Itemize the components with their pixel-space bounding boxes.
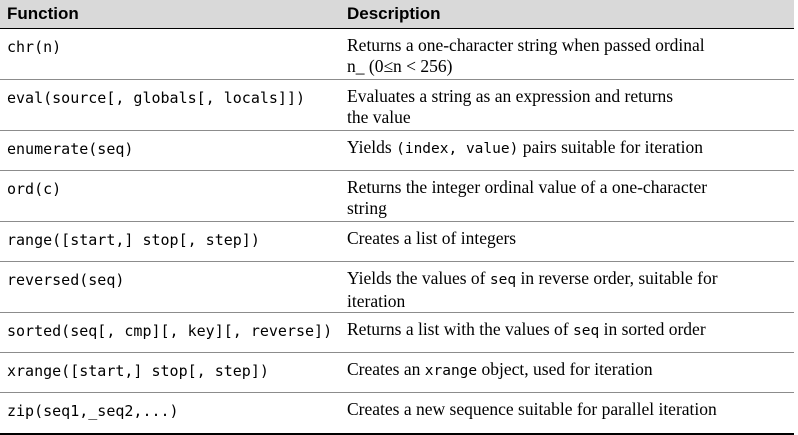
description-line: Returns a one-character string when pass… xyxy=(347,35,705,55)
function-cell: eval(source[, globals[, locals]]) xyxy=(0,79,338,131)
table-row: ord(c) Returns the integer ordinal value… xyxy=(0,170,794,222)
description-cell: Evaluates a string as an expression and … xyxy=(338,79,794,131)
description-line: Returns a list with the values of seq in… xyxy=(347,319,786,342)
description-line: Creates an xrange object, used for itera… xyxy=(347,359,786,382)
description-cell: Returns the integer ordinal value of a o… xyxy=(338,170,794,222)
function-column-header: Function xyxy=(0,0,338,29)
table-row: sorted(seq[, cmp][, key][, reverse]) Ret… xyxy=(0,312,794,353)
description-line: n_ (0≤n < 256) xyxy=(347,56,453,76)
description-cell: Yields (index, value) pairs suitable for… xyxy=(338,130,794,171)
table-row: range([start,] stop[, step]) Creates a l… xyxy=(0,221,794,262)
function-cell: xrange([start,] stop[, step]) xyxy=(0,352,338,393)
table-row: reversed(seq) Yields the values of seq i… xyxy=(0,261,794,313)
description-cell: Creates an xrange object, used for itera… xyxy=(338,352,794,393)
description-text: in reverse order, suitable for xyxy=(516,268,718,288)
description-cell: Returns a list with the values of seq in… xyxy=(338,312,794,353)
table-row: chr(n) Returns a one-character string wh… xyxy=(0,28,794,80)
table-row: eval(source[, globals[, locals]]) Evalua… xyxy=(0,79,794,131)
description-text: Yields xyxy=(347,137,397,157)
description-line: the value xyxy=(347,107,411,127)
function-cell: zip(seq1,_seq2,...) xyxy=(0,392,338,435)
description-column-header: Description xyxy=(338,0,794,29)
description-text: Yields the values of xyxy=(347,268,490,288)
description-cell: Yields the values of seq in reverse orde… xyxy=(338,261,794,313)
description-cell: Creates a new sequence suitable for para… xyxy=(338,392,794,435)
inline-code: xrange xyxy=(424,363,478,379)
description-text: pairs suitable for iteration xyxy=(518,137,703,157)
description-line: Yields (index, value) pairs suitable for… xyxy=(347,137,786,160)
description-line: Returns the integer ordinal value of a o… xyxy=(347,177,708,197)
inline-code: seq xyxy=(573,323,600,339)
function-cell: sorted(seq[, cmp][, key][, reverse]) xyxy=(0,312,338,353)
table-row: enumerate(seq) Yields (index, value) pai… xyxy=(0,130,794,171)
description-line: Yields the values of seq in reverse orde… xyxy=(347,268,786,291)
description-line: Creates a new sequence suitable for para… xyxy=(347,399,717,419)
function-cell: chr(n) xyxy=(0,28,338,80)
table-header-row: Function Description xyxy=(0,0,794,29)
inline-code: (index, value) xyxy=(396,141,519,157)
description-line: Creates a list of integers xyxy=(347,228,517,248)
description-line: string xyxy=(347,198,387,218)
description-text: object, used for iteration xyxy=(477,359,653,379)
function-cell: ord(c) xyxy=(0,170,338,222)
description-cell: Returns a one-character string when pass… xyxy=(338,28,794,80)
function-cell: reversed(seq) xyxy=(0,261,338,313)
description-cell: Creates a list of integers xyxy=(338,221,794,262)
function-cell: enumerate(seq) xyxy=(0,130,338,171)
description-line: iteration xyxy=(347,291,406,311)
table-row: zip(seq1,_seq2,...) Creates a new sequen… xyxy=(0,392,794,435)
inline-code: seq xyxy=(489,272,517,288)
description-line: Evaluates a string as an expression and … xyxy=(347,86,674,106)
table-row: xrange([start,] stop[, step]) Creates an… xyxy=(0,352,794,393)
function-cell: range([start,] stop[, step]) xyxy=(0,221,338,262)
description-text: Returns a list with the values of xyxy=(347,319,574,339)
description-text: Creates an xyxy=(347,359,425,379)
description-text: in sorted order xyxy=(599,319,706,339)
